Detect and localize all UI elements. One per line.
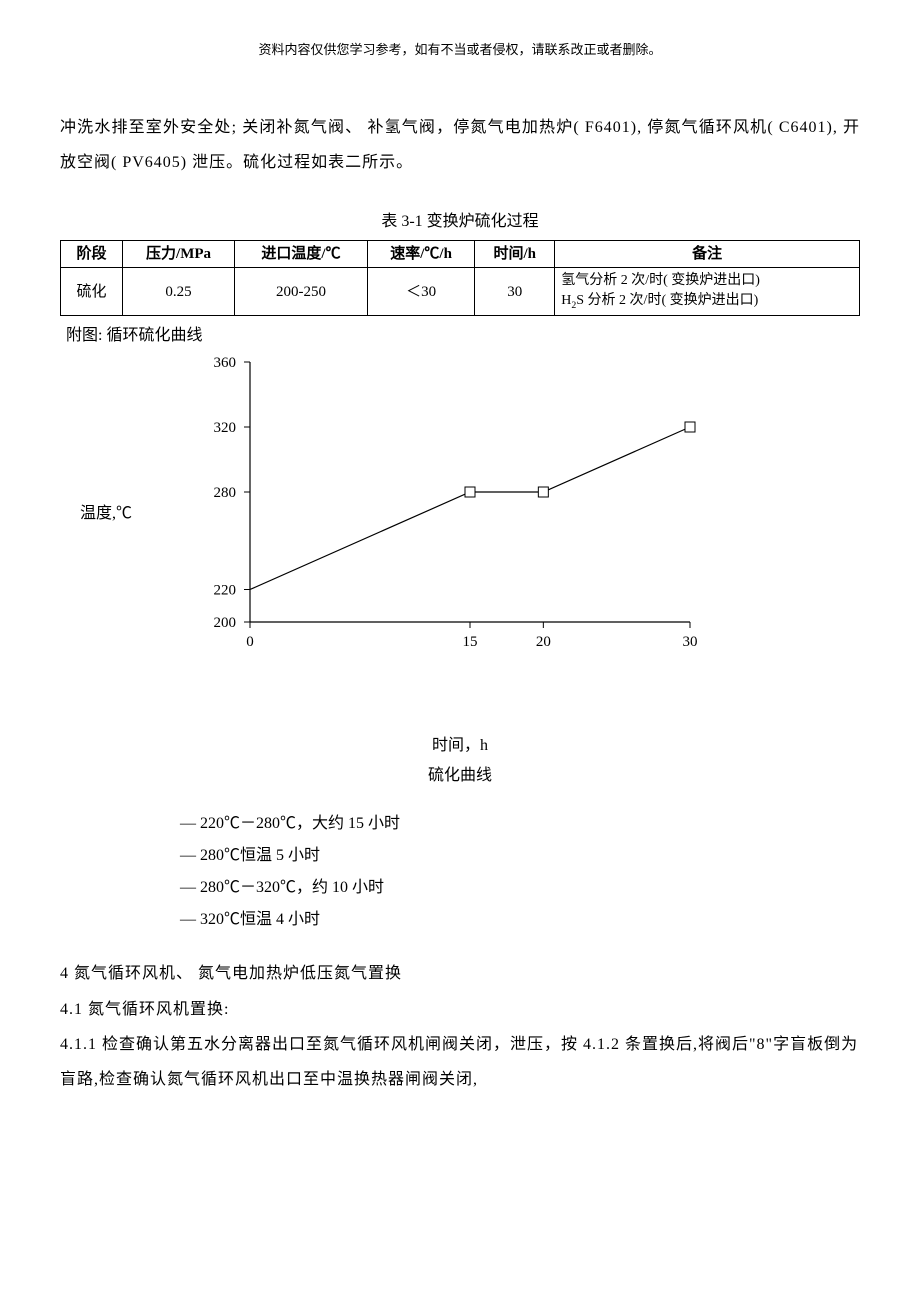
td-pressure: 0.25 <box>122 268 234 316</box>
process-table: 阶段 压力/MPa 进口温度/℃ 速率/℃/h 时间/h 备注 硫化 0.25 … <box>60 240 860 317</box>
td-stage: 硫化 <box>61 268 123 316</box>
section-4: 4 氮气循环风机、 氮气电加热炉低压氮气置换 <box>60 956 860 991</box>
th-pressure: 压力/MPa <box>122 240 234 268</box>
note-line-2-post: S 分析 2 次/时( 变换炉进出口) <box>576 293 758 308</box>
chart-title: 硫化曲线 <box>60 764 860 788</box>
note-line-2-pre: H <box>561 293 571 308</box>
table-row: 硫化 0.25 200-250 ＜30 30 氢气分析 2 次/时( 变换炉进出… <box>61 268 860 316</box>
svg-text:30: 30 <box>683 634 698 650</box>
svg-text:200: 200 <box>214 615 237 631</box>
bullet-item: 320℃恒温 4 小时 <box>180 904 860 936</box>
table-header-row: 阶段 压力/MPa 进口温度/℃ 速率/℃/h 时间/h 备注 <box>61 240 860 268</box>
section-4-1-1: 4.1.1 检查确认第五水分离器出口至氮气循环风机闸阀关闭，泄压，按 4.1.2… <box>60 1027 860 1097</box>
svg-text:280: 280 <box>214 485 237 501</box>
th-stage: 阶段 <box>61 240 123 268</box>
note-line-1: 氢气分析 2 次/时( 变换炉进出口) <box>561 273 760 288</box>
section-4-1: 4.1 氮气循环风机置换: <box>60 992 860 1027</box>
bullet-item: 280℃恒温 5 小时 <box>180 840 860 872</box>
bullet-item: 220℃－280℃，大约 15 小时 <box>180 808 860 840</box>
td-rate: ＜30 <box>367 268 475 316</box>
th-time: 时间/h <box>475 240 555 268</box>
chart-y-label: 温度,℃ <box>80 502 132 526</box>
svg-text:15: 15 <box>463 634 478 650</box>
svg-text:220: 220 <box>214 583 237 599</box>
figure-caption-above: 附图: 循环硫化曲线 <box>66 324 860 348</box>
svg-text:0: 0 <box>246 634 254 650</box>
header-note: 资料内容仅供您学习参考，如有不当或者侵权，请联系改正或者删除。 <box>60 40 860 60</box>
th-inlet-temp: 进口温度/℃ <box>235 240 368 268</box>
td-inlet-temp: 200-250 <box>235 268 368 316</box>
chart-container: 温度,℃ 200 220 280 320 360 0 15 20 30 <box>60 352 860 732</box>
bullet-item: 280℃－320℃，约 10 小时 <box>180 872 860 904</box>
svg-text:360: 360 <box>214 355 237 371</box>
sulfidation-curve-chart: 200 220 280 320 360 0 15 20 30 <box>100 352 720 672</box>
th-rate: 速率/℃/h <box>367 240 475 268</box>
table-caption: 表 3-1 变换炉硫化过程 <box>60 210 860 234</box>
svg-text:320: 320 <box>214 420 237 436</box>
th-notes: 备注 <box>555 240 860 268</box>
svg-text:20: 20 <box>536 634 551 650</box>
td-time: 30 <box>475 268 555 316</box>
chart-x-label: 时间，h <box>60 734 860 758</box>
bullet-list: 220℃－280℃，大约 15 小时 280℃恒温 5 小时 280℃－320℃… <box>180 808 860 936</box>
body-paragraph: 冲洗水排至室外安全处; 关闭补氮气阀、 补氢气阀，停氮气电加热炉( F6401)… <box>60 110 860 180</box>
td-notes: 氢气分析 2 次/时( 变换炉进出口) H2S 分析 2 次/时( 变换炉进出口… <box>555 268 860 316</box>
